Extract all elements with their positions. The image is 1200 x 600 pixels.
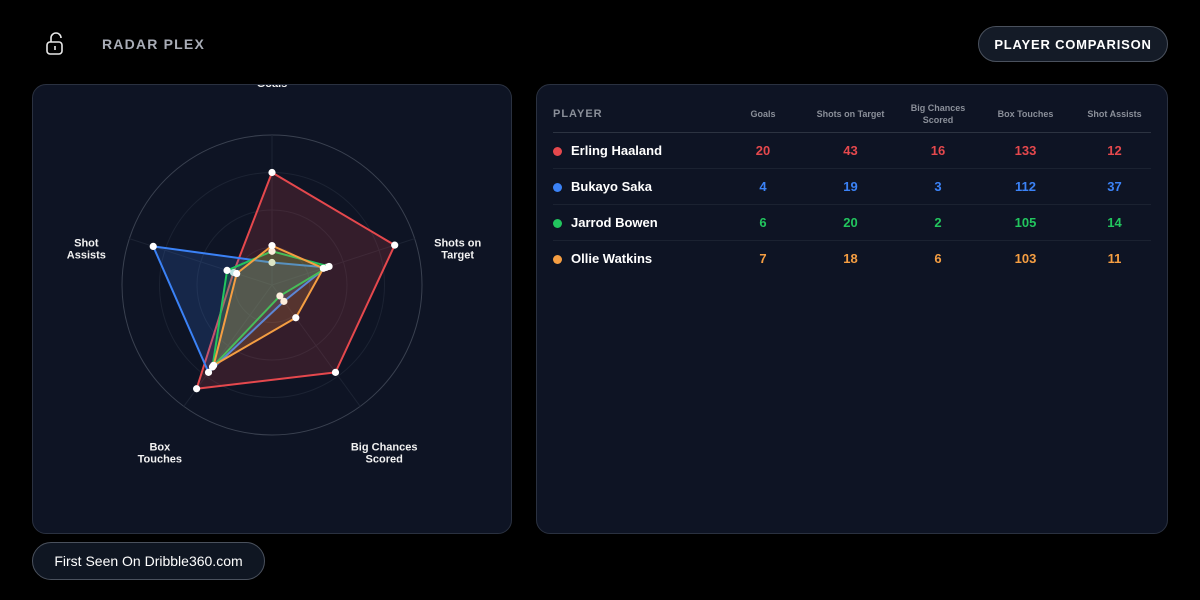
stat-value-cell: 19 <box>798 168 903 205</box>
player-name-cell: Erling Haaland <box>553 132 728 169</box>
stat-value-cell: 43 <box>798 132 903 169</box>
table-row: Jarrod Bowen 6 20 2 105 14 <box>553 204 1151 241</box>
axis-spoke <box>271 238 415 286</box>
stat-value-cell: 20 <box>728 132 798 169</box>
stat-value-cell: 7 <box>759 250 767 266</box>
player-color-dot <box>553 254 562 264</box>
stat-value-cell: 4 <box>728 168 798 205</box>
series-area-erling-haaland <box>195 171 396 390</box>
data-point <box>233 269 241 278</box>
series-area-ollie-watkins <box>212 244 325 367</box>
data-point <box>193 385 201 393</box>
brand-name: RADAR PLEX <box>102 36 206 52</box>
comparison-table: PLAYER Goals Shots on Target Big Chances… <box>553 97 1151 276</box>
data-point <box>268 242 276 250</box>
table-row: Bukayo Saka 4 19 3 112 37 <box>553 168 1151 205</box>
axis-label: Box Touches <box>138 441 182 465</box>
stat-value-cell: 11 <box>1107 250 1122 266</box>
stat-value-cell: 6 <box>934 250 942 266</box>
credit-link[interactable]: First Seen On Dribble360.com <box>32 542 265 580</box>
stat-value-cell: 112 <box>973 168 1078 205</box>
data-point <box>331 368 340 376</box>
data-point <box>391 241 399 249</box>
stat-value-cell: 16 <box>903 132 973 169</box>
goals-column-header: Goals <box>728 97 798 133</box>
stat-value-cell: 105 <box>973 204 1078 241</box>
axis-label: Big Chances Scored <box>351 441 418 465</box>
data-point <box>325 262 333 271</box>
player-color-dot <box>553 218 562 228</box>
player-name: Erling Haaland <box>571 142 663 158</box>
data-point <box>268 168 276 177</box>
data-point <box>319 264 327 272</box>
axis-label: Shot Assists <box>67 238 106 262</box>
player-name: Bukayo Saka <box>571 178 652 194</box>
stat-value-cell: 103 <box>1014 250 1037 266</box>
data-point <box>292 314 300 322</box>
stat-value-cell: 12 <box>1078 132 1151 169</box>
stat-value-cell: 20 <box>798 204 903 241</box>
big-chances-column-header: Big Chances Scored <box>903 97 973 133</box>
data-point <box>280 297 288 305</box>
player-comparison-button[interactable]: PLAYER COMPARISON <box>978 26 1168 62</box>
table-row: Erling Haaland 20 43 16 133 12 <box>553 132 1151 169</box>
data-point <box>210 361 218 369</box>
stat-value-cell: 3 <box>903 168 973 205</box>
axis-spoke <box>271 284 361 407</box>
player-name-cell: Ollie Watkins <box>553 240 728 276</box>
data-point <box>268 247 276 255</box>
stat-value-cell: 37 <box>1078 168 1151 205</box>
table-row: Ollie Watkins 7 18 6 103 11 <box>553 240 1151 276</box>
series-area-jarrod-bowen <box>211 250 331 368</box>
shot-assists-column-header: Shot Assists <box>1078 97 1151 133</box>
player-name: Ollie Watkins <box>571 250 653 266</box>
data-point <box>204 368 213 376</box>
stat-value-cell: 133 <box>973 132 1078 169</box>
shots-on-target-column-header: Shots on Target <box>798 97 903 133</box>
player-name: Jarrod Bowen <box>571 214 658 230</box>
data-point <box>149 242 157 251</box>
data-point <box>276 292 284 300</box>
axis-label: Shots on Target <box>434 238 481 262</box>
data-point <box>268 258 276 267</box>
axis-label: Goals <box>257 85 288 90</box>
stat-value-cell: 6 <box>728 204 798 241</box>
player-color-dot <box>553 182 562 192</box>
player-name-cell: Bukayo Saka <box>553 168 728 205</box>
lock-icon <box>46 32 63 55</box>
data-point <box>223 266 231 274</box>
stat-value-cell: 2 <box>903 204 973 241</box>
player-name-cell: Jarrod Bowen <box>553 204 728 241</box>
stat-value-cell: 18 <box>843 250 858 266</box>
stat-value-cell: 14 <box>1078 204 1151 241</box>
player-column-header: PLAYER <box>553 97 728 133</box>
box-touches-column-header: Box Touches <box>973 97 1078 133</box>
player-color-dot <box>553 146 562 156</box>
comparison-table-panel: PLAYER Goals Shots on Target Big Chances… <box>536 84 1168 534</box>
